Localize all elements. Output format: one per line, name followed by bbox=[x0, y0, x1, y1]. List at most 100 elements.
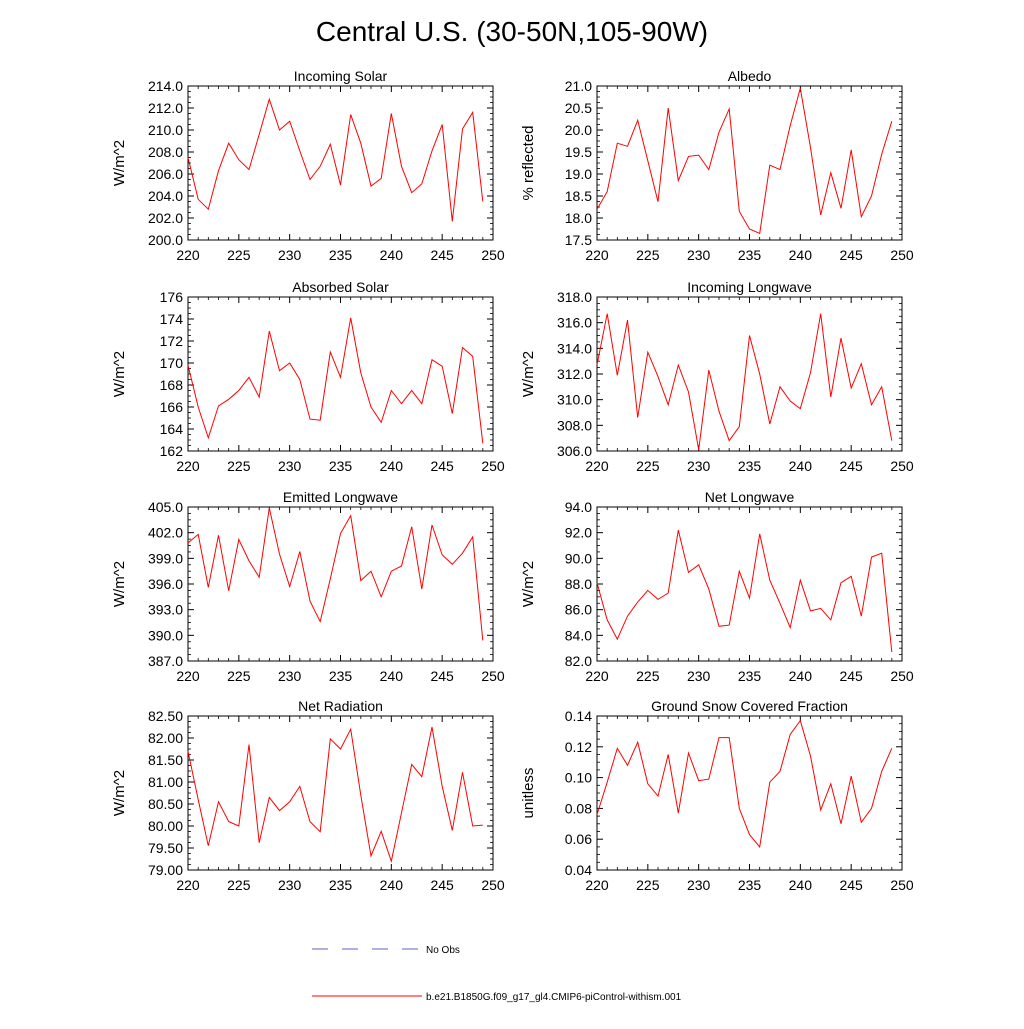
y-tick-label: 206.0 bbox=[148, 166, 183, 182]
x-tick-label: 235 bbox=[329, 877, 353, 893]
x-tick-label: 245 bbox=[430, 668, 454, 684]
chart-title: Incoming Solar bbox=[294, 68, 388, 84]
x-tick-label: 250 bbox=[890, 877, 914, 893]
y-tick-label: 90.0 bbox=[565, 550, 592, 566]
x-tick-label: 225 bbox=[227, 247, 251, 263]
y-tick-label: 19.0 bbox=[565, 166, 592, 182]
y-tick-label: 81.00 bbox=[148, 774, 183, 790]
y-tick-label: 318.0 bbox=[557, 289, 592, 305]
y-tick-label: 0.08 bbox=[565, 800, 592, 816]
y-tick-label: 168 bbox=[160, 377, 184, 393]
y-tick-label: 393.0 bbox=[148, 602, 183, 618]
chart-title: Net Radiation bbox=[298, 698, 383, 714]
chart-title: Emitted Longwave bbox=[283, 489, 398, 505]
y-tick-label: 17.5 bbox=[565, 232, 592, 248]
x-tick-label: 240 bbox=[789, 877, 813, 893]
x-tick-label: 230 bbox=[687, 877, 711, 893]
x-tick-label: 220 bbox=[585, 877, 609, 893]
chart-ground-snow-covered-fraction: Ground Snow Covered Fraction 220 225 230 235… bbox=[520, 698, 914, 893]
x-tick-label: 225 bbox=[227, 458, 251, 474]
plot-frame bbox=[596, 715, 903, 871]
x-tick-label: 225 bbox=[227, 877, 251, 893]
y-tick-label: 88.0 bbox=[565, 576, 592, 592]
x-tick-label: 240 bbox=[380, 877, 404, 893]
chart-title: Absorbed Solar bbox=[292, 279, 389, 295]
y-tick-label: 0.10 bbox=[565, 770, 592, 786]
y-tick-label: 200.0 bbox=[148, 232, 183, 248]
y-tick-label: 79.50 bbox=[148, 840, 183, 856]
y-tick-label: 0.04 bbox=[565, 862, 592, 878]
x-tick-label: 250 bbox=[890, 247, 914, 263]
y-tick-label: 202.0 bbox=[148, 210, 183, 226]
chart-albedo: Albedo 220 225 230 235 240 245 250 17.5 18.0 18.5 1… bbox=[520, 68, 914, 263]
x-tick-label: 220 bbox=[176, 247, 200, 263]
y-tick-label: 314.0 bbox=[557, 340, 592, 356]
y-tick-label: 0.06 bbox=[565, 831, 592, 847]
x-tick-label: 235 bbox=[329, 668, 353, 684]
chart-absorbed-solar: Absorbed Solar 220 225 230 235 240 245 250 162 16… bbox=[111, 279, 505, 474]
plot-frame bbox=[187, 715, 494, 871]
y-axis-label: W/m^2 bbox=[111, 140, 128, 186]
chart-incoming-solar: Incoming Solar 220 225 230 235 240 245 250 200.0… bbox=[111, 68, 505, 263]
series-line bbox=[187, 726, 483, 864]
series-line bbox=[596, 313, 893, 450]
series-line bbox=[596, 719, 893, 849]
plot-frame bbox=[187, 85, 494, 241]
x-tick-label: 230 bbox=[278, 668, 302, 684]
legend-label-no-obs: No Obs bbox=[426, 945, 460, 956]
x-tick-label: 235 bbox=[738, 247, 762, 263]
x-tick-label: 235 bbox=[329, 458, 353, 474]
x-tick-label: 235 bbox=[738, 877, 762, 893]
y-tick-label: 18.0 bbox=[565, 210, 592, 226]
y-tick-label: 84.0 bbox=[565, 627, 592, 643]
y-tick-label: 308.0 bbox=[557, 417, 592, 433]
series-line bbox=[187, 317, 484, 444]
x-tick-label: 245 bbox=[839, 877, 863, 893]
y-tick-label: 316.0 bbox=[557, 315, 592, 331]
y-tick-label: 312.0 bbox=[557, 366, 592, 382]
x-tick-label: 250 bbox=[890, 668, 914, 684]
y-tick-label: 172 bbox=[160, 333, 184, 349]
y-tick-label: 210.0 bbox=[148, 122, 183, 138]
y-tick-label: 204.0 bbox=[148, 188, 183, 204]
x-tick-label: 230 bbox=[687, 668, 711, 684]
series-line bbox=[187, 97, 484, 222]
y-tick-label: 405.0 bbox=[148, 499, 183, 515]
y-tick-label: 166 bbox=[160, 399, 184, 415]
y-tick-label: 80.00 bbox=[148, 818, 183, 834]
y-tick-label: 20.5 bbox=[565, 100, 592, 116]
plot-frame bbox=[596, 506, 903, 662]
y-tick-label: 18.5 bbox=[565, 188, 592, 204]
y-tick-label: 0.14 bbox=[565, 708, 592, 724]
plot-frame bbox=[187, 506, 494, 662]
x-tick-label: 225 bbox=[636, 247, 660, 263]
y-tick-label: 21.0 bbox=[565, 78, 592, 94]
y-tick-label: 92.0 bbox=[565, 525, 592, 541]
y-tick-label: 82.00 bbox=[148, 730, 183, 746]
x-tick-label: 245 bbox=[839, 458, 863, 474]
y-tick-label: 162 bbox=[160, 443, 184, 459]
x-tick-label: 235 bbox=[329, 247, 353, 263]
y-tick-label: 20.0 bbox=[565, 122, 592, 138]
x-tick-label: 250 bbox=[481, 668, 505, 684]
y-tick-label: 399.0 bbox=[148, 550, 183, 566]
plot-frame bbox=[187, 296, 494, 452]
y-axis-label: % reflected bbox=[520, 125, 537, 200]
x-tick-label: 250 bbox=[481, 247, 505, 263]
x-tick-label: 245 bbox=[430, 247, 454, 263]
y-tick-label: 306.0 bbox=[557, 443, 592, 459]
x-tick-label: 250 bbox=[890, 458, 914, 474]
y-tick-label: 402.0 bbox=[148, 525, 183, 541]
y-tick-label: 81.50 bbox=[148, 752, 183, 768]
x-tick-label: 235 bbox=[738, 458, 762, 474]
y-tick-label: 170 bbox=[160, 355, 184, 371]
series-line bbox=[596, 529, 893, 653]
y-tick-label: 19.5 bbox=[565, 144, 592, 160]
chart-emitted-longwave: Emitted Longwave 220 225 230 235 240 245 250 387… bbox=[111, 489, 505, 684]
y-axis-label: W/m^2 bbox=[111, 561, 128, 607]
y-tick-label: 387.0 bbox=[148, 653, 183, 669]
y-tick-label: 396.0 bbox=[148, 576, 183, 592]
x-tick-label: 240 bbox=[789, 458, 813, 474]
